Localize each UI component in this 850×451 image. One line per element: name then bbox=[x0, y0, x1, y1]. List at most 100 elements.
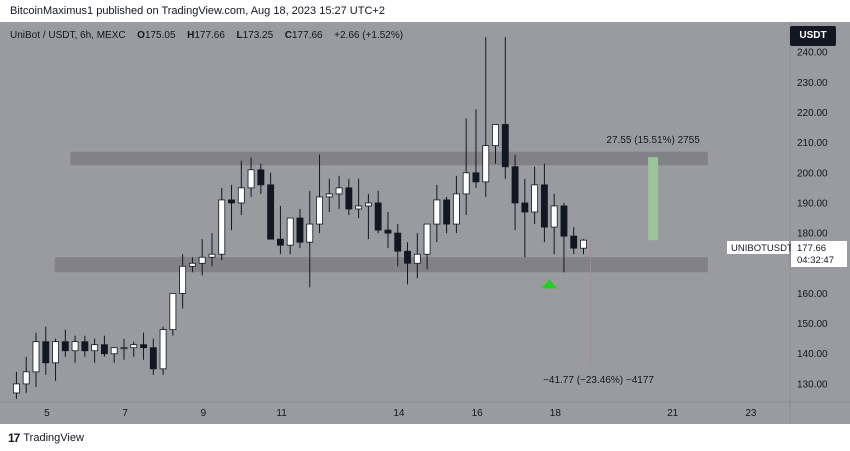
candle bbox=[413, 233, 421, 279]
candle bbox=[32, 332, 40, 387]
candle-body-up bbox=[492, 124, 499, 147]
candle-body-up bbox=[580, 239, 587, 249]
candle-body-up bbox=[306, 223, 314, 243]
candle-body-up bbox=[237, 187, 245, 204]
resistance-zone bbox=[70, 151, 708, 166]
candle bbox=[179, 254, 187, 309]
candle-body-down bbox=[472, 172, 480, 183]
currency-button[interactable]: USDT bbox=[790, 26, 836, 46]
candle-body-up bbox=[169, 293, 177, 331]
change-value: +2.66 (+1.52%) bbox=[334, 30, 404, 41]
candle bbox=[345, 178, 353, 216]
candle bbox=[550, 193, 558, 255]
y-tick-label: 180.00 bbox=[797, 229, 828, 240]
candle-body-down bbox=[570, 235, 578, 249]
up-measure-box bbox=[648, 157, 659, 241]
candle-body-down bbox=[511, 166, 519, 204]
candle bbox=[443, 196, 451, 234]
symbol-label: UniBot / USDT, 6h, MEXC bbox=[10, 30, 126, 41]
candle bbox=[521, 178, 529, 258]
candle-body-down bbox=[501, 124, 509, 168]
x-tick-label: 18 bbox=[550, 408, 562, 419]
candle bbox=[228, 184, 235, 231]
candle-body-down bbox=[394, 232, 402, 252]
candle-body-up bbox=[71, 341, 79, 352]
candle bbox=[531, 166, 539, 225]
candle bbox=[423, 223, 431, 270]
candle-body-up bbox=[179, 265, 187, 294]
y-tick-label: 190.00 bbox=[797, 198, 828, 209]
candle-body-up bbox=[452, 193, 460, 225]
close-label: C bbox=[284, 30, 292, 41]
candle-body-up bbox=[120, 347, 128, 350]
tradingview-logo-icon: 17 bbox=[8, 431, 20, 445]
candle bbox=[306, 190, 314, 288]
y-tick-label: 220.00 bbox=[797, 108, 828, 119]
ticker-tag-text: UNIBOTUSDT bbox=[731, 243, 793, 254]
price-tag-value: 177.66 bbox=[797, 243, 826, 254]
y-tick-label: 130.00 bbox=[797, 379, 828, 390]
candle bbox=[560, 202, 568, 273]
candle bbox=[394, 224, 402, 267]
symbol-legend: UniBot / USDT, 6h, MEXC O175.05 H177.66 … bbox=[10, 30, 403, 41]
candle bbox=[501, 37, 509, 179]
candle-body-up bbox=[433, 199, 441, 225]
open-label: O bbox=[137, 30, 145, 41]
candle-body-up bbox=[218, 199, 226, 255]
candle bbox=[404, 242, 411, 285]
y-tick-label: 150.00 bbox=[797, 319, 828, 330]
candle-body-up bbox=[91, 344, 99, 352]
x-tick-label: 21 bbox=[667, 408, 679, 419]
ticker-tag-box bbox=[727, 241, 789, 254]
down-measure-label: −41.77 (−23.46%) −4177 bbox=[543, 375, 654, 386]
time-axis: 5 7 9 11 14 16 18 21 23 bbox=[44, 408, 757, 419]
high-value: 177.66 bbox=[194, 30, 225, 41]
y-tick-label: 240.00 bbox=[797, 48, 828, 59]
candle bbox=[120, 338, 128, 360]
candle bbox=[286, 217, 294, 255]
support-zone bbox=[54, 257, 708, 273]
candle-body-up bbox=[550, 205, 558, 228]
candle-body-down bbox=[276, 238, 284, 246]
candle-body-up bbox=[247, 169, 255, 189]
low-value: 173.25 bbox=[242, 30, 274, 41]
candle bbox=[91, 338, 99, 363]
candle bbox=[247, 157, 255, 197]
close-value: 177.66 bbox=[291, 30, 323, 41]
candle bbox=[110, 347, 118, 363]
candle-body-up bbox=[286, 217, 294, 246]
candle bbox=[12, 371, 20, 399]
candle bbox=[100, 335, 108, 357]
candle bbox=[22, 356, 30, 393]
candle bbox=[130, 341, 138, 357]
candle bbox=[198, 239, 206, 276]
annotations-layer: 27.55 (15.51%) 2755 −41.77 (−23.46%) −41… bbox=[541, 135, 700, 386]
candle-body-up bbox=[325, 193, 333, 198]
x-tick-label: 11 bbox=[276, 408, 287, 419]
candle-body-down bbox=[540, 184, 548, 228]
chart-area[interactable] bbox=[0, 22, 850, 424]
footer bbox=[0, 424, 850, 451]
candle-body-down bbox=[81, 341, 89, 352]
candle-body-down bbox=[345, 187, 353, 210]
candle-body-up bbox=[316, 196, 323, 225]
candle bbox=[52, 338, 59, 381]
candle bbox=[482, 37, 490, 197]
candle-body-down bbox=[374, 202, 382, 231]
candle bbox=[316, 154, 323, 234]
x-tick-label: 16 bbox=[472, 408, 484, 419]
candle-body-up bbox=[159, 329, 167, 370]
candle bbox=[355, 178, 363, 219]
y-tick-label: 230.00 bbox=[797, 78, 828, 89]
candle bbox=[452, 175, 460, 234]
tradingview-logo[interactable]: 17 TradingView bbox=[8, 431, 84, 445]
candle-body-up bbox=[110, 347, 118, 355]
candle bbox=[492, 124, 499, 164]
candle-body-up bbox=[335, 187, 343, 195]
candle-body-down bbox=[296, 217, 304, 243]
candle bbox=[335, 175, 343, 209]
x-tick-label: 14 bbox=[393, 408, 405, 419]
candle bbox=[462, 118, 470, 216]
candle bbox=[140, 332, 147, 360]
